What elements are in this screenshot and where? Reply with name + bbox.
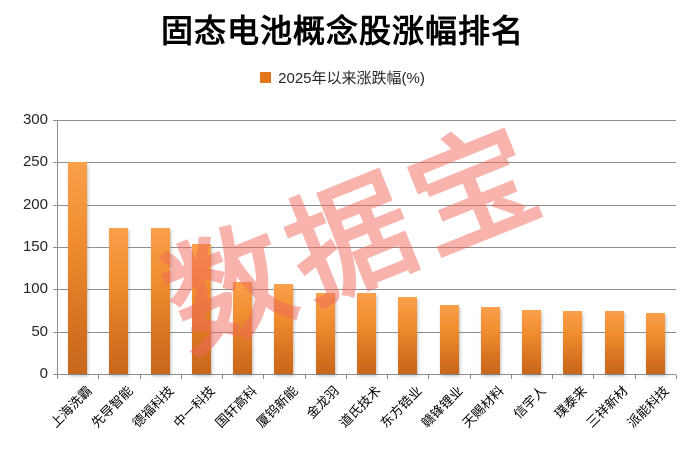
bar-德福科技: [150, 228, 170, 374]
x-axis-tick: [180, 375, 182, 379]
y-axis-label-300: 300: [22, 111, 48, 128]
bar-道氏技术: [357, 292, 376, 374]
bar-天赐材料: [480, 307, 500, 374]
bar-先导智能: [109, 227, 129, 374]
x-axis-tick: [222, 375, 224, 379]
gridline-0: [57, 374, 676, 375]
y-axis-label-150: 150: [22, 238, 48, 255]
y-axis-tick-200: [53, 204, 57, 206]
gridline-200: [57, 204, 676, 206]
chart-title: 固态电池概念股涨幅排名: [160, 13, 524, 49]
y-axis-tick-300: [53, 120, 57, 121]
y-axis-tick-150: [53, 247, 57, 248]
bar-厦钨新能: [274, 284, 294, 374]
x-axis-tick: [304, 375, 306, 379]
x-axis-tick: [428, 375, 430, 379]
x-axis-tick: [345, 375, 347, 379]
y-axis-tick-100: [53, 289, 57, 291]
x-axis-tick: [387, 375, 389, 379]
x-axis-tick: [98, 375, 100, 379]
y-axis-label-50: 50: [31, 322, 48, 340]
x-axis-tick: [593, 375, 595, 379]
bar-国轩高科: [233, 281, 253, 374]
y-axis-label-0: 0: [39, 365, 48, 382]
x-axis-tick: [139, 375, 141, 379]
bar-三祥新材: [604, 311, 624, 374]
bar-金龙羽: [315, 292, 335, 374]
x-axis-tick: [469, 375, 471, 379]
gridline-250: [57, 162, 676, 164]
x-axis-tick: [263, 375, 265, 379]
chart-legend: 2025年以来涨跌幅(%): [0, 67, 685, 88]
bar-东方锆业: [398, 296, 418, 374]
x-axis-tick: [57, 375, 58, 379]
x-axis-tick: [676, 375, 677, 379]
y-axis-tick-250: [53, 162, 57, 164]
y-axis-label-200: 200: [22, 195, 48, 213]
gridline-150: [57, 247, 676, 248]
x-axis-tick: [510, 375, 512, 379]
y-axis-line: [57, 120, 58, 375]
bar-上海洗霸: [68, 162, 88, 374]
bar-派能科技: [645, 313, 665, 374]
y-axis-label-250: 250: [22, 153, 48, 171]
bar-璞泰来: [563, 310, 583, 374]
legend-label: 2025年以来涨跌幅(%): [278, 70, 425, 87]
legend-swatch-icon: [260, 72, 272, 83]
bar-信宇人: [522, 309, 542, 374]
x-axis-tick: [552, 375, 554, 379]
y-axis-tick-50: [53, 331, 57, 333]
x-axis-tick: [634, 375, 636, 379]
gridline-100: [57, 289, 676, 291]
y-axis-tick-0: [53, 374, 57, 375]
gridline-300: [57, 120, 676, 121]
y-axis-label-100: 100: [22, 280, 48, 298]
bar-赣锋锂业: [439, 304, 459, 374]
bar-中一科技: [191, 244, 211, 374]
